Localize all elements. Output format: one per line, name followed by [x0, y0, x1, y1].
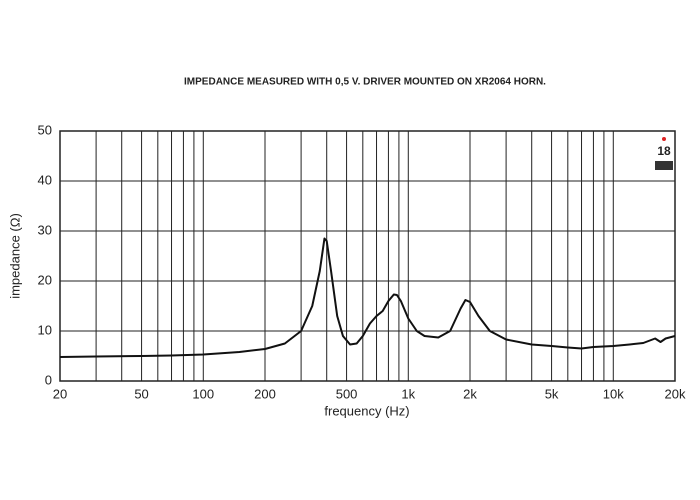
x-tick-label: 50	[134, 386, 148, 401]
chart-title: IMPEDANCE MEASURED WITH 0,5 V. DRIVER MO…	[184, 77, 546, 88]
logo-dot	[662, 137, 666, 141]
x-tick-label: 5k	[545, 386, 559, 401]
x-tick-label: 1k	[401, 386, 415, 401]
x-tick-label: 20k	[665, 386, 686, 401]
logo-band	[655, 161, 673, 170]
y-tick-label: 40	[38, 172, 52, 187]
x-axis-label: frequency (Hz)	[324, 403, 409, 418]
x-tick-label: 2k	[463, 386, 477, 401]
x-tick-label: 10k	[603, 386, 624, 401]
logo: 18	[657, 144, 671, 158]
x-tick-label: 20	[53, 386, 67, 401]
y-tick-label: 10	[38, 322, 52, 337]
y-axis-label: impedance (Ω)	[7, 213, 22, 299]
plot-frame	[59, 130, 676, 382]
x-tick-label: 100	[192, 386, 214, 401]
x-tick-label: 500	[336, 386, 358, 401]
y-tick-label: 50	[38, 122, 52, 137]
y-tick-label: 20	[38, 272, 52, 287]
x-tick-label: 200	[254, 386, 276, 401]
y-tick-label: 0	[45, 372, 52, 387]
y-tick-label: 30	[38, 222, 52, 237]
impedance-line	[59, 237, 676, 358]
